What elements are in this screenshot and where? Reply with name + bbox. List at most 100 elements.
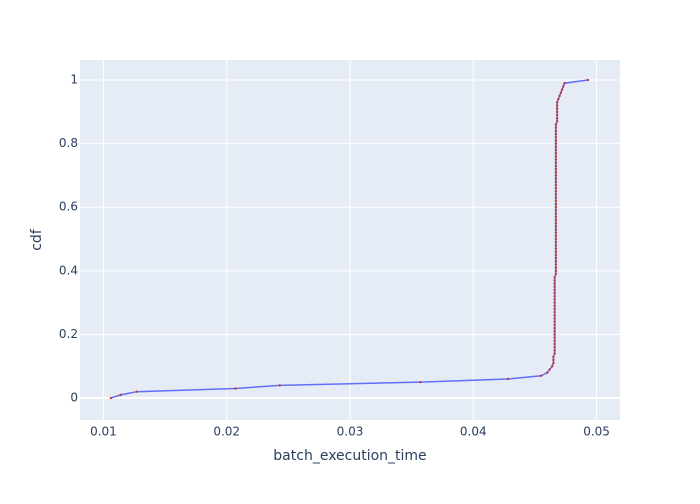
data-point — [554, 177, 558, 180]
data-point — [560, 88, 564, 91]
data-point — [554, 151, 558, 155]
data-point — [555, 101, 559, 104]
data-point — [554, 212, 558, 215]
data-point — [552, 355, 555, 358]
data-point — [554, 206, 558, 209]
data-point — [553, 352, 556, 355]
data-point — [559, 91, 563, 94]
data-point — [554, 221, 558, 225]
data-point — [554, 263, 558, 266]
data-point — [553, 285, 556, 288]
data-point — [553, 279, 556, 282]
data-point — [553, 330, 556, 333]
data-point — [554, 161, 558, 164]
data-point — [553, 349, 556, 352]
data-point — [234, 387, 237, 390]
data-point — [553, 339, 556, 343]
data-point — [119, 393, 122, 397]
x-tick-label: 0.05 — [583, 425, 610, 439]
x-tick-label: 0.04 — [460, 425, 487, 439]
data-point — [554, 209, 558, 212]
data-point — [554, 126, 558, 129]
data-point — [546, 371, 549, 374]
data-point — [586, 78, 590, 82]
data-point — [554, 215, 558, 218]
data-point — [554, 174, 558, 177]
data-point — [554, 129, 558, 133]
data-point — [553, 276, 556, 279]
data-point — [554, 164, 558, 168]
x-tick-label: 0.03 — [337, 425, 364, 439]
data-point — [554, 142, 558, 145]
data-point — [554, 256, 558, 260]
data-point — [553, 291, 556, 295]
data-point — [563, 82, 566, 85]
data-point — [553, 298, 556, 301]
data-point — [553, 307, 556, 311]
data-point — [554, 155, 558, 158]
data-point — [555, 113, 559, 117]
data-point — [557, 97, 560, 101]
data-point — [553, 288, 556, 292]
data-point — [553, 310, 556, 314]
y-tick-label: 0.8 — [59, 136, 78, 150]
data-point — [554, 250, 558, 253]
data-point — [553, 342, 556, 346]
y-tick-label: 0 — [70, 391, 78, 405]
x-tick-label: 0.02 — [213, 425, 240, 439]
data-point — [553, 295, 556, 298]
data-point — [554, 218, 558, 222]
data-point — [554, 171, 558, 174]
data-point — [554, 269, 558, 273]
data-point — [554, 199, 558, 203]
data-point — [554, 139, 558, 142]
y-tick-label: 0.2 — [59, 327, 78, 341]
data-point — [554, 183, 558, 187]
data-point — [554, 180, 558, 184]
data-point — [562, 85, 565, 88]
data-point — [554, 148, 558, 152]
x-axis-title: batch_execution_time — [273, 448, 426, 464]
data-point — [554, 266, 558, 269]
data-point — [553, 345, 556, 349]
data-point — [554, 202, 558, 206]
data-point — [553, 314, 556, 317]
data-point — [554, 260, 558, 263]
data-point — [555, 104, 559, 107]
data-point — [278, 384, 281, 387]
data-point — [554, 167, 558, 171]
data-point — [135, 390, 138, 393]
data-point — [554, 234, 558, 238]
y-tick-label: 0.4 — [59, 263, 78, 277]
y-tick-label: 0.6 — [59, 200, 78, 214]
data-point — [554, 123, 558, 126]
data-point — [554, 253, 558, 257]
data-point — [554, 190, 558, 193]
data-point — [553, 317, 556, 320]
data-point — [554, 237, 558, 241]
data-point — [554, 244, 558, 247]
data-point — [553, 282, 556, 285]
data-point — [548, 368, 551, 371]
data-point — [554, 196, 558, 199]
data-point — [554, 136, 558, 139]
data-point — [555, 116, 559, 120]
data-point — [109, 396, 113, 400]
data-point — [554, 241, 558, 244]
x-tick-label: 0.01 — [90, 425, 117, 439]
data-point — [554, 186, 558, 190]
data-point — [553, 301, 556, 304]
y-tick-label: 1 — [70, 73, 78, 87]
data-point — [555, 110, 559, 114]
y-axis-title: cdf — [29, 228, 45, 251]
data-point — [553, 304, 556, 308]
data-point — [554, 193, 558, 196]
data-point — [554, 247, 558, 250]
data-point — [553, 326, 556, 330]
data-point — [554, 225, 558, 228]
data-point — [506, 377, 510, 381]
data-point — [550, 365, 554, 368]
data-point — [553, 333, 556, 336]
data-point — [552, 358, 555, 362]
